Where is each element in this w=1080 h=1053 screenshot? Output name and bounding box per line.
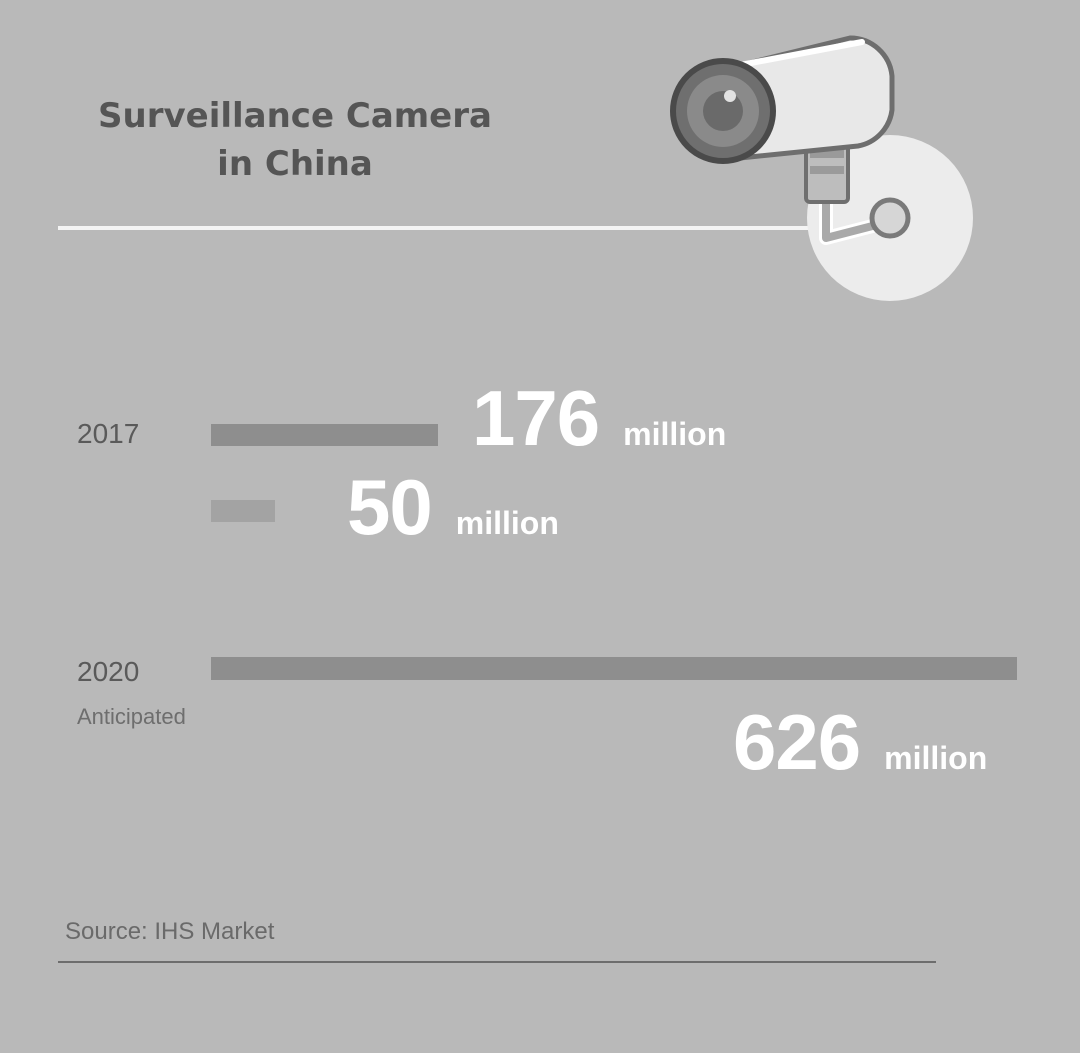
value-label-626: 626 million [733, 697, 987, 788]
footer-divider [58, 961, 936, 963]
value-unit: million [884, 740, 988, 776]
value-unit: million [623, 416, 727, 452]
year-label-2020: 2020 [77, 656, 140, 687]
surveillance-camera-icon [670, 35, 973, 301]
value-label-50: 50 million [347, 462, 559, 553]
bar-2017 [211, 424, 438, 446]
value-unit: million [455, 505, 559, 541]
year-label-2017: 2017 [77, 418, 140, 449]
value-number: 176 [472, 374, 600, 462]
value-label-176: 176 million [472, 373, 726, 464]
value-number: 626 [733, 698, 861, 786]
anticipated-label: Anticipated [77, 704, 186, 729]
chart-title-line-2: in China [217, 144, 373, 184]
bar-2017-secondary [211, 500, 275, 522]
chart-title: Surveillance Camera in China [60, 92, 530, 188]
value-number: 50 [347, 463, 433, 551]
source-note: Source: IHS Market [65, 918, 275, 945]
bar-2020 [211, 657, 1017, 680]
title-divider [58, 226, 818, 230]
chart-title-line-1: Surveillance Camera [98, 96, 492, 136]
